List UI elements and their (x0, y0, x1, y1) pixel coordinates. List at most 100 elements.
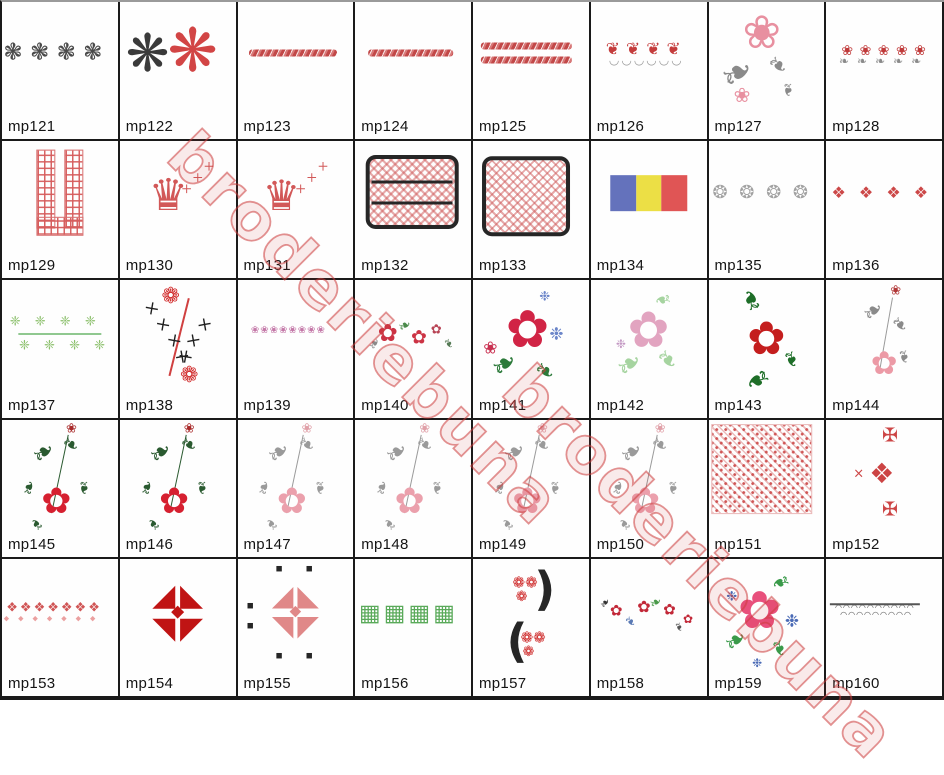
art-item: ✿ (512, 480, 543, 522)
art-item: ✿ (505, 299, 550, 360)
art-item: ✿ (276, 480, 307, 522)
pattern-label: mp142 (596, 396, 645, 414)
art-item: ◥ (152, 610, 176, 646)
pattern-cell-mp138: × × × × × × × ❁ ❁ mp138 (119, 280, 238, 420)
gray-zigzag-scallop-border: ◠◠◠◠◠◠◠◠◠◠ ◠◠◠◠◠◠◠◠◠ (826, 559, 942, 696)
art-item: ❀ (654, 421, 666, 437)
pattern-label: mp152 (832, 535, 880, 553)
pattern-label: mp139 (243, 396, 291, 414)
art-item: ❧ (425, 478, 449, 498)
art-item (371, 201, 453, 205)
green-key-square-row: ▦▦▦▦ (355, 559, 471, 696)
pattern-cell-mp127: ❀ ❧ ❧ ❀ ❧ mp127 (708, 2, 827, 142)
pink-cross-with-black-tabs: ◢ ◣ ◥ ◤ ◆ ▪ ▪ ▪ ▪ ▪ ▪ (238, 559, 354, 696)
red-geometric-column-motif: ❖ ✠ ✠ × (826, 420, 942, 557)
pattern-label: mp143 (714, 396, 762, 414)
art-item: ❧ (253, 478, 277, 498)
multicolor-flower-border: ✿ ✿ ✿ ✿ ❧ ❧ ❧ ❧ (591, 559, 707, 696)
art-item (661, 175, 687, 212)
pattern-label: mp140 (361, 396, 409, 414)
red-diamond-cross-row: ❖ ❖ ❖ ❖ (826, 141, 942, 278)
art-item: ✿ (870, 343, 898, 382)
art-item: ▦▦▦▦ (359, 600, 458, 627)
art-item: ❉ (615, 336, 626, 351)
art-item: ✿ (637, 596, 651, 616)
art-item: ♛ (262, 171, 301, 221)
art-item (482, 156, 571, 236)
art-item: ✿ (394, 480, 425, 522)
pattern-label: mp141 (479, 396, 527, 414)
red-rose-dark-leaves: ✿ ❧ ❧ ❧ (709, 280, 825, 417)
pattern-cell-mp132: mp132 (355, 141, 473, 281)
art-item: ❋ (167, 16, 218, 87)
pattern-cell-mp128: ❀ ❀ ❀ ❀ ❀ ❧❧❧❧❧ mp128 (826, 2, 944, 142)
pattern-label: mp126 (596, 118, 645, 136)
pattern-cell-mp150: ❧ ❧ ❧ ❧ ✿ ❀ ❧ mp150 (590, 419, 709, 559)
pattern-cell-mp159: ✿ ❧ ❧ ❧ ❉ ❉ ❉ mp159 (708, 558, 827, 698)
art-item: ◥ (271, 609, 294, 643)
pattern-cell-mp121: ❃ ❃ ❃ ❃ mp121 (2, 2, 120, 142)
art-item: ❧ (886, 309, 915, 339)
art-item: ❧ (736, 358, 779, 402)
art-item (36, 217, 84, 236)
art-item: ✿ (737, 580, 782, 641)
art-item: ▪ (246, 598, 254, 612)
pattern-cell-mp134: mp134 (590, 141, 709, 281)
art-item: ❀❀❀❀❀❀❀❀ (250, 325, 326, 337)
art-item: ◢ (271, 578, 294, 612)
art-item: ▪ (246, 618, 254, 632)
art-item: ❀ ❀ ❀ ❀ ❀ (841, 43, 927, 60)
art-item: ❉ (752, 656, 763, 671)
art-item: ✿ (630, 480, 661, 522)
pattern-cell-mp157: )(❁❁ ❁ ❁❁ ❁ mp157 (473, 558, 591, 698)
pattern-label: mp131 (243, 257, 291, 275)
rose-garland-border: ✿ ✿ ✿ ❧ ❧ ❧ (355, 280, 471, 417)
pattern-label: mp150 (596, 535, 645, 553)
art-item: ❈ ❈ ❈ ❈ (19, 338, 110, 354)
pattern-label: mp135 (714, 257, 762, 275)
pink-flower-line-border: ❀❀❀❀❀❀❀❀ (238, 280, 354, 417)
pattern-cell-mp154: ◢ ◣ ◥ ◤ ◆ mp154 (119, 558, 238, 698)
art-item: ❧ (614, 434, 651, 472)
art-item: ◆ (171, 601, 185, 622)
art-item: ❖❖❖❖❖❖❖ (6, 600, 102, 616)
art-item: ✿ (430, 322, 442, 338)
red-crown-bird-motif: ♛ × × × (238, 141, 354, 278)
art-item: ◡◡◡◡◡◡ (608, 52, 684, 67)
art-item: ❧ (529, 353, 561, 389)
pattern-cell-mp124: mp124 (355, 2, 473, 142)
art-item: ◆◆◆◆◆◆◆ (3, 614, 105, 623)
double-red-rope-border (473, 2, 589, 139)
pattern-cell-mp122: ❋ ❋ mp122 (119, 2, 238, 142)
pattern-cell-mp130: ♛ × × × mp130 (119, 141, 238, 281)
pink-rose-gray-spray: ❧ ❧ ❧ ❧ ✿ ❀ ❧ (355, 420, 471, 557)
pattern-cell-mp156: ▦▦▦▦ mp156 (355, 558, 473, 698)
red-crown-bird-motif: ♛ × × × (120, 141, 236, 278)
black-red-snowflake-pair: ❋ ❋ (120, 2, 236, 139)
pattern-cell-mp125: mp125 (473, 2, 591, 142)
pattern-cell-mp158: ✿ ✿ ✿ ✿ ❧ ❧ ❧ ❧ mp158 (590, 558, 709, 698)
art-item: ▪ (305, 561, 313, 575)
art-item: ❧❧❧❧❧ (838, 53, 930, 68)
pattern-label: mp154 (125, 674, 174, 692)
pattern-label: mp124 (361, 118, 409, 136)
art-item: ✿ (627, 300, 670, 359)
art-item: ❁ (522, 644, 535, 661)
red-allover-geometric-panel (709, 420, 825, 557)
art-item: ❉ (549, 324, 564, 345)
art-item: ❧ (670, 619, 688, 636)
art-item: ❧ (606, 478, 630, 498)
art-item: ❧ (17, 478, 41, 498)
pattern-cell-mp148: ❧ ❧ ❧ ❧ ✿ ❀ ❧ mp148 (355, 419, 473, 559)
art-item: ❦❦❦❦ (605, 39, 687, 60)
art-item: ◠◠◠◠◠◠◠◠◠◠ (834, 603, 915, 613)
pattern-label: mp127 (714, 118, 762, 136)
art-item: ◤ (297, 609, 319, 643)
art-item (371, 180, 453, 184)
art-item: ✿ (41, 480, 72, 522)
pattern-cell-mp152: ❖ ✠ ✠ × mp152 (826, 419, 944, 559)
pattern-label: mp136 (832, 257, 880, 275)
art-item: ❀ (733, 83, 751, 108)
red-rose-bouquet-blue-accents: ✿ ❧ ❧ ❉ ❉ ❀ (473, 280, 589, 417)
art-item: ) (534, 561, 556, 616)
